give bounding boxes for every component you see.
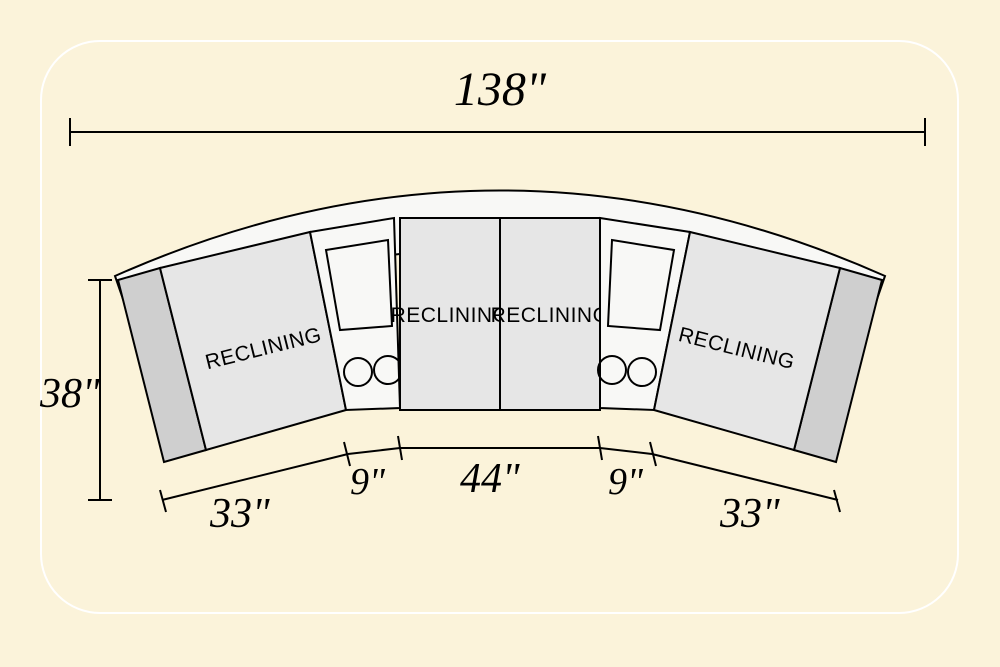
sofa-diagram: RECLINING RECLINING RECLINING xyxy=(0,0,1000,667)
seat-3-label: RECLINING xyxy=(491,304,610,327)
dim-seat-left: 33" xyxy=(210,490,270,538)
dim-center: 44" xyxy=(460,455,520,503)
dim-console-left: 9" xyxy=(350,460,385,504)
dim-seat-right: 33" xyxy=(720,490,780,538)
seat-3: RECLINING xyxy=(491,218,610,410)
dim-console-right: 9" xyxy=(608,460,643,504)
diagram-canvas: 138" 38" RECLINING xyxy=(0,0,1000,667)
